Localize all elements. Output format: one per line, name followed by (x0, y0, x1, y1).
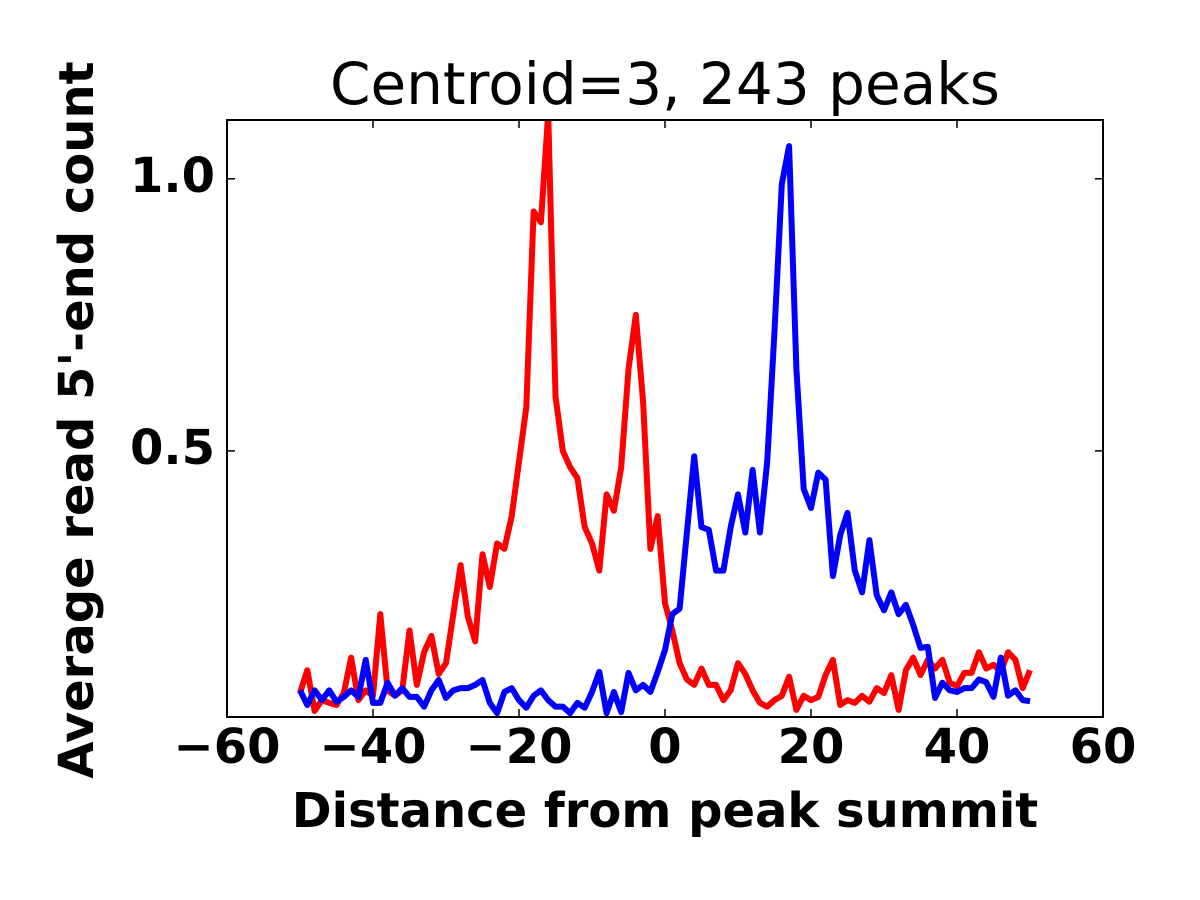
data-line (297, 143, 1031, 717)
x-tick-label: 40 (924, 719, 991, 775)
x-axis-label: Distance from peak summit (292, 783, 1038, 839)
y-tick-label: 0.5 (130, 420, 215, 476)
x-tick-label: −40 (319, 719, 426, 775)
y-axis-label: Average read 5'-end count (49, 61, 105, 778)
x-tick-label: 20 (778, 719, 845, 775)
x-tick-label: −60 (173, 719, 280, 775)
chart-title: Centroid=3, 243 peaks (330, 50, 1000, 118)
x-tick-label: −20 (465, 719, 572, 775)
data-line (297, 120, 1033, 715)
plot-lines (297, 120, 1033, 717)
y-tick-label: 1.0 (130, 148, 215, 204)
x-tick-label: 60 (1070, 719, 1137, 775)
plot-frame (226, 119, 1104, 718)
x-tick-label: 0 (648, 719, 681, 775)
